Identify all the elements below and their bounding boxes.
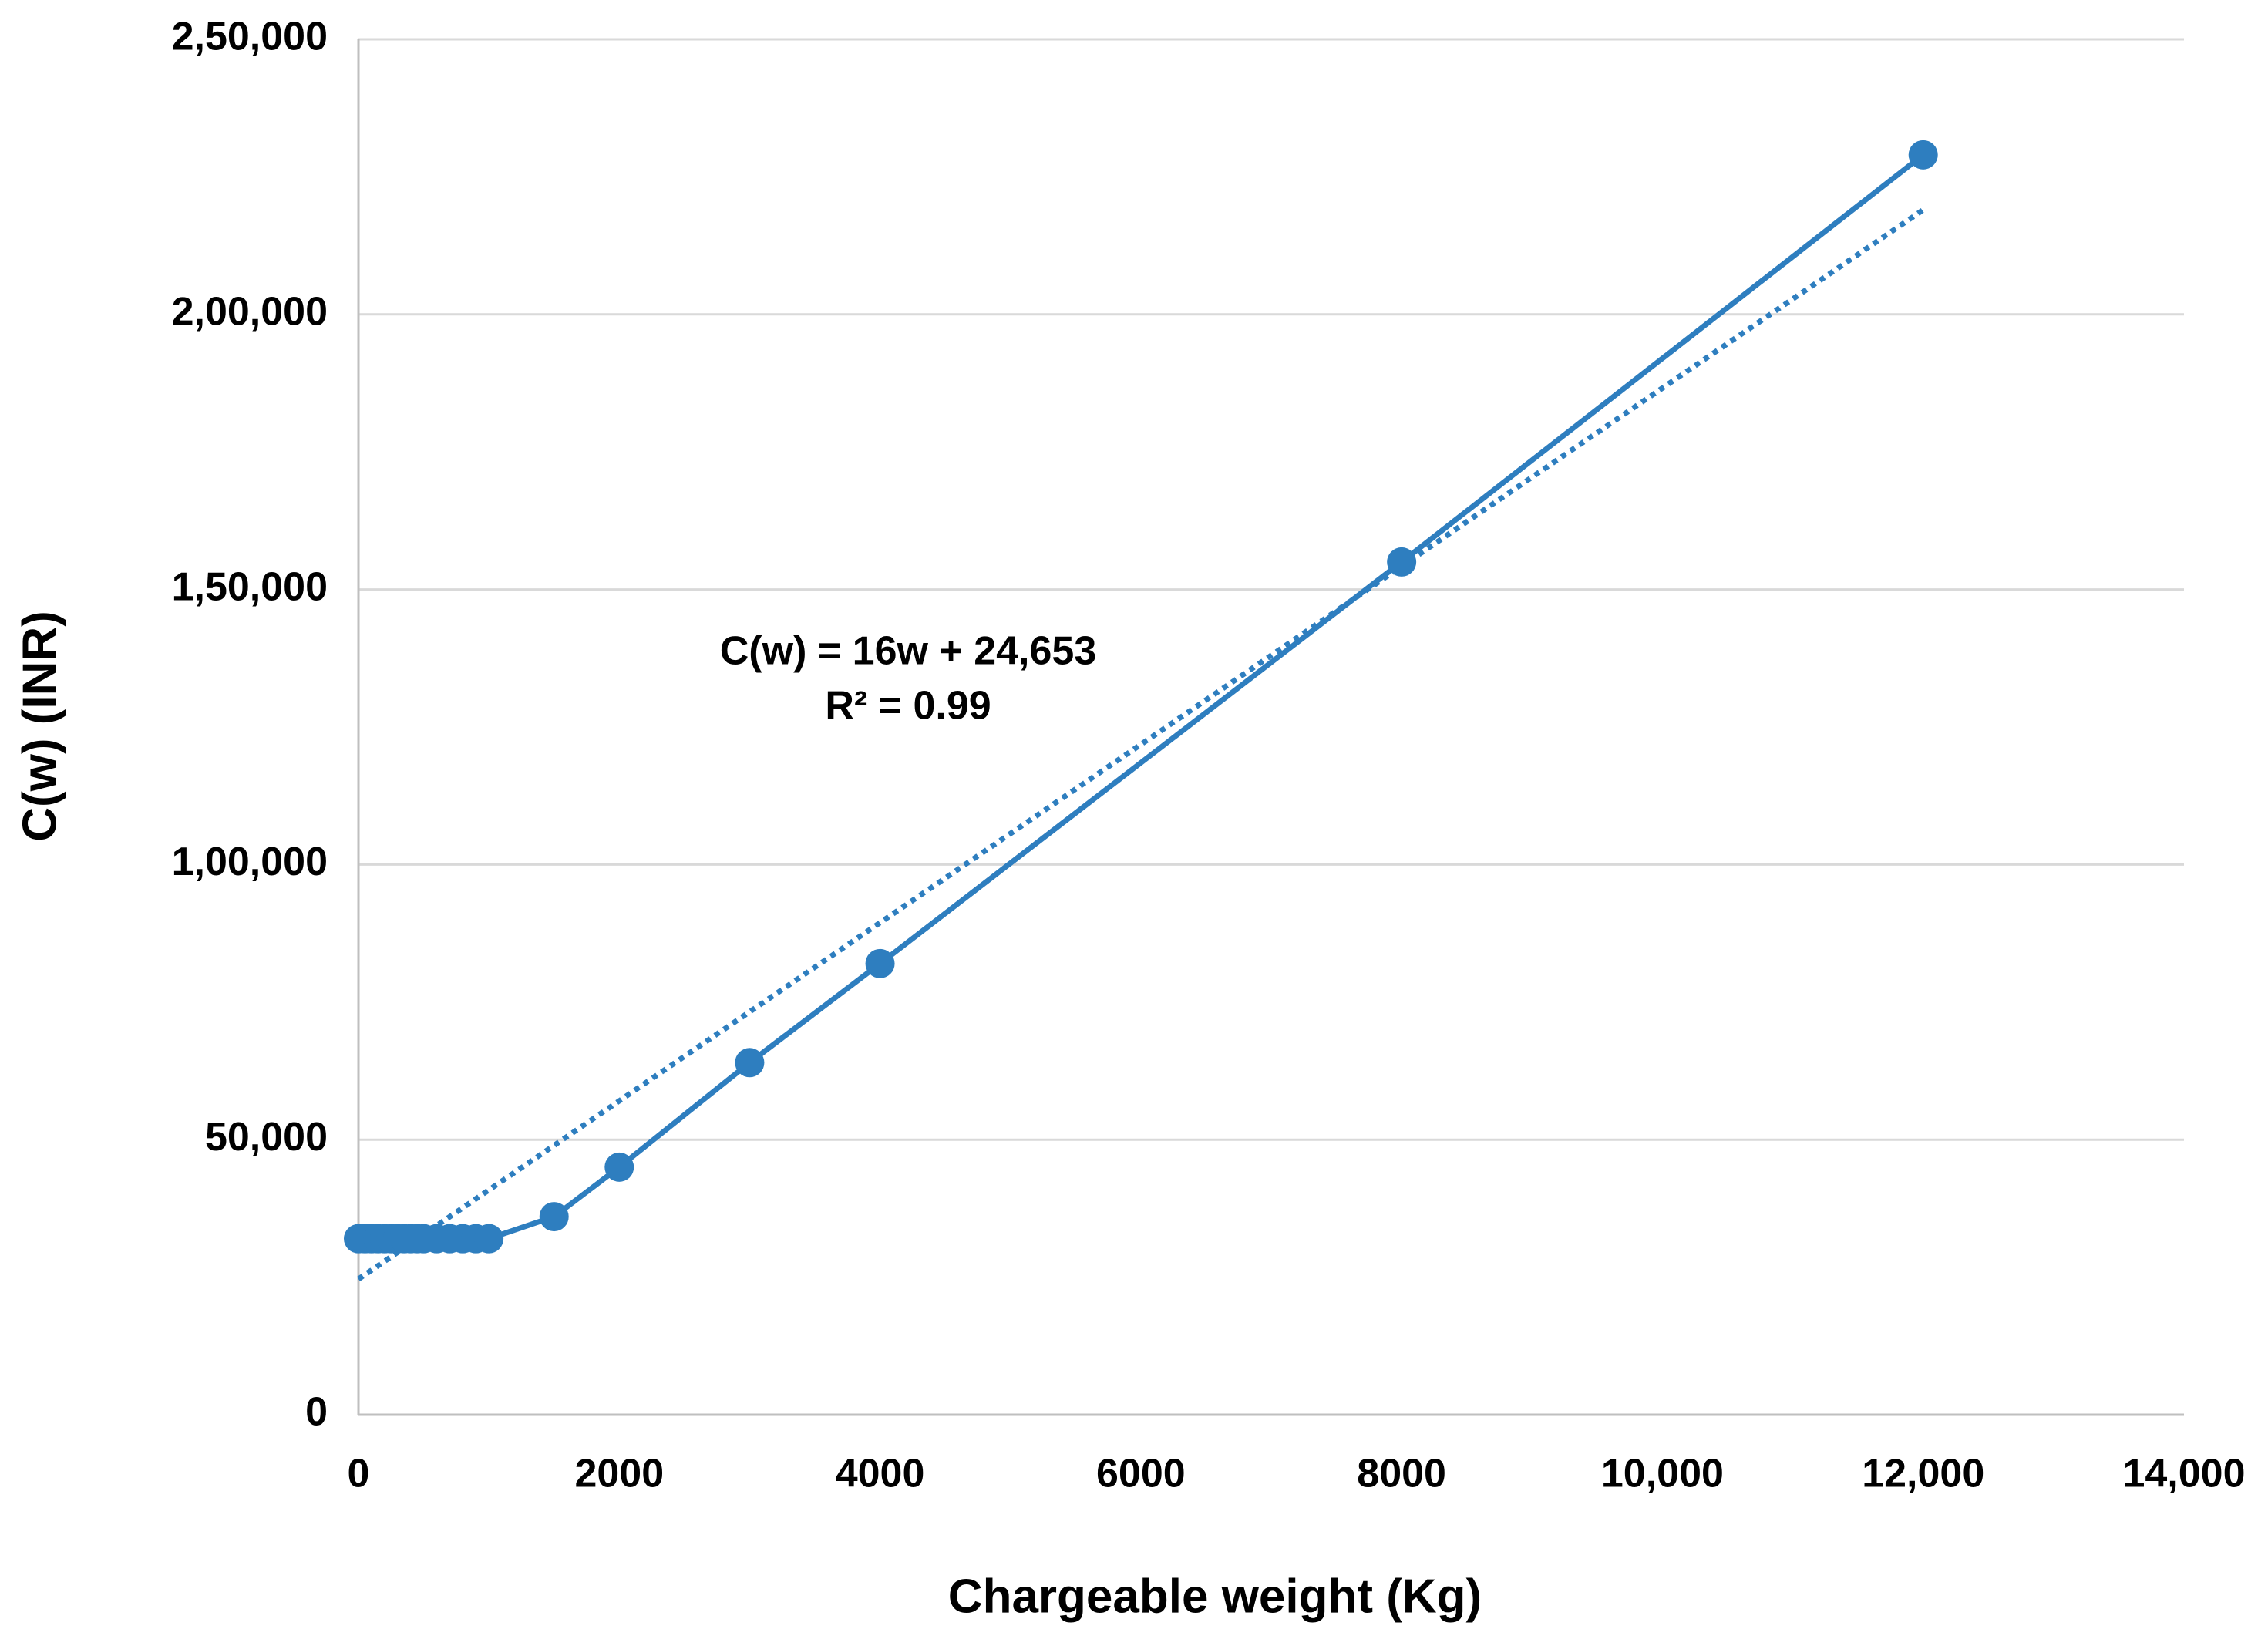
x-tick-label: 12,000	[1862, 1452, 1984, 1496]
y-tick-label: 1,00,000	[172, 840, 328, 884]
data-line	[358, 153, 1925, 1242]
data-point	[735, 1048, 765, 1078]
data-point	[474, 1224, 504, 1254]
y-tick-label: 1,50,000	[172, 564, 328, 609]
x-tick-label: 14,000	[2122, 1452, 2245, 1496]
data-point	[1908, 140, 1938, 170]
r-squared-label: R² = 0.99	[825, 684, 991, 729]
y-tick-label: 50,000	[205, 1115, 328, 1160]
y-tick-label: 2,50,000	[172, 15, 328, 59]
x-tick-label: 10,000	[1601, 1452, 1724, 1496]
y-tick-label: 2,00,000	[172, 290, 328, 335]
x-tick-label: 0	[348, 1452, 370, 1496]
equation-label: C(w) = 16w + 24,653	[720, 629, 1097, 674]
trendline	[357, 207, 1925, 1281]
x-tick-label: 6000	[1096, 1452, 1186, 1496]
y-axis-title: C(w) (INR)	[13, 611, 66, 842]
x-axis-title: Chargeable weight (Kg)	[948, 1570, 1482, 1623]
data-point	[865, 948, 895, 978]
data-point	[539, 1202, 569, 1232]
x-tick-label: 2000	[574, 1452, 664, 1496]
x-tick-label: 4000	[836, 1452, 925, 1496]
y-tick-label: 0	[305, 1390, 328, 1435]
data-point	[1387, 547, 1417, 577]
x-tick-label: 8000	[1357, 1452, 1446, 1496]
data-point	[604, 1152, 634, 1182]
